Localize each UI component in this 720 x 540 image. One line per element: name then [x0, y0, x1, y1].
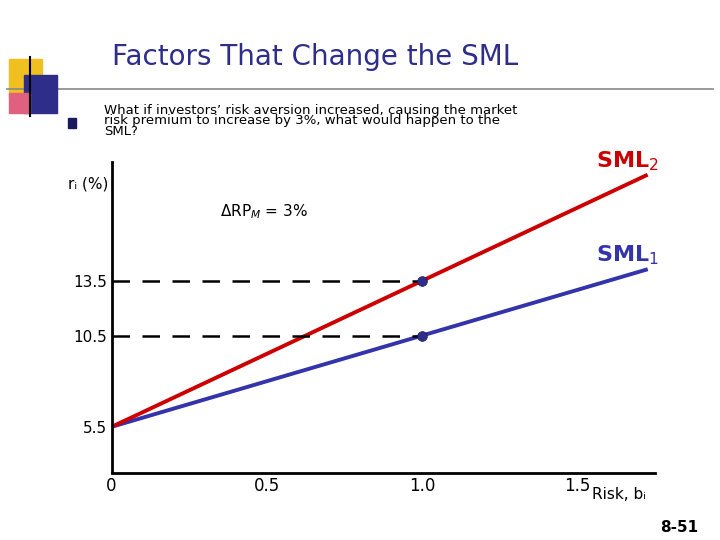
Text: $\Delta$RP$_M$ = 3%: $\Delta$RP$_M$ = 3%: [220, 203, 308, 221]
Text: risk premium to increase by 3%, what would happen to the: risk premium to increase by 3%, what wou…: [104, 114, 500, 127]
Text: What if investors’ risk aversion increased, causing the market: What if investors’ risk aversion increas…: [104, 104, 518, 117]
Text: 8-51: 8-51: [660, 520, 698, 535]
Text: SML?: SML?: [104, 125, 138, 138]
Text: SML$_2$: SML$_2$: [596, 149, 659, 173]
Text: rᵢ (%): rᵢ (%): [68, 177, 109, 192]
Text: Factors That Change the SML: Factors That Change the SML: [112, 43, 518, 71]
Text: SML$_1$: SML$_1$: [596, 244, 659, 267]
Text: Risk, bᵢ: Risk, bᵢ: [592, 487, 646, 502]
